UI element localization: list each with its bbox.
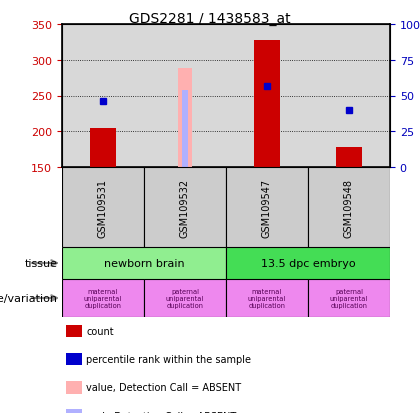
Bar [308, 279, 390, 317]
Bar [336, 147, 362, 168]
Bar [144, 279, 226, 317]
Bar [226, 247, 390, 279]
Text: GSM109532: GSM109532 [180, 178, 190, 237]
Text: maternal
uniparental
duplication: maternal uniparental duplication [84, 288, 122, 308]
Text: GDS2281 / 1438583_at: GDS2281 / 1438583_at [129, 12, 291, 26]
Text: 13.5 dpc embryo: 13.5 dpc embryo [261, 259, 355, 268]
Text: paternal
uniparental
duplication: paternal uniparental duplication [166, 288, 204, 308]
Text: percentile rank within the sample: percentile rank within the sample [87, 354, 251, 364]
Text: GSM109531: GSM109531 [98, 178, 108, 237]
Bar [144, 168, 226, 247]
Bar [90, 129, 116, 168]
Bar [178, 69, 192, 168]
Bar [62, 279, 144, 317]
Text: value, Detection Call = ABSENT: value, Detection Call = ABSENT [87, 382, 242, 392]
Text: count: count [87, 326, 114, 336]
Text: rank, Detection Call = ABSENT: rank, Detection Call = ABSENT [87, 411, 236, 413]
Text: maternal
uniparental
duplication: maternal uniparental duplication [248, 288, 286, 308]
Bar [226, 168, 308, 247]
Bar [226, 279, 308, 317]
Text: tissue: tissue [25, 259, 58, 268]
Text: genotype/variation: genotype/variation [0, 293, 58, 303]
Text: paternal
uniparental
duplication: paternal uniparental duplication [330, 288, 368, 308]
Text: GSM109548: GSM109548 [344, 178, 354, 237]
Bar [308, 168, 390, 247]
Bar [254, 41, 280, 168]
Text: newborn brain: newborn brain [104, 259, 184, 268]
Bar [62, 247, 226, 279]
Bar [62, 168, 144, 247]
Bar [182, 91, 188, 168]
Text: GSM109547: GSM109547 [262, 178, 272, 237]
